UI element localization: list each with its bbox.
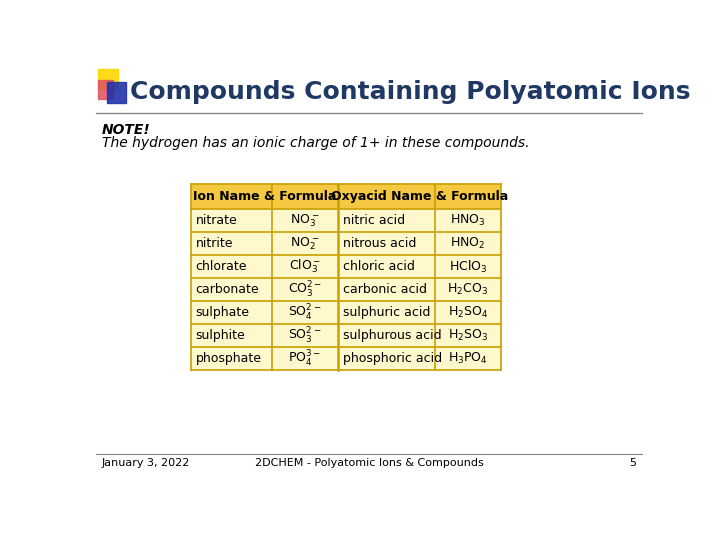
Text: nitrous acid: nitrous acid — [343, 237, 416, 250]
Text: H$_3$PO$_4$: H$_3$PO$_4$ — [448, 352, 487, 367]
Bar — [191, 278, 500, 301]
Bar — [191, 255, 500, 278]
Text: HNO$_2$: HNO$_2$ — [450, 236, 485, 251]
Bar — [191, 209, 500, 232]
Text: chloric acid: chloric acid — [343, 260, 415, 273]
Text: sulphurous acid: sulphurous acid — [343, 329, 441, 342]
Text: chlorate: chlorate — [195, 260, 247, 273]
Bar — [98, 80, 113, 99]
Text: phosphoric acid: phosphoric acid — [343, 353, 442, 366]
Bar — [191, 325, 500, 347]
Text: ClO$_3^-$: ClO$_3^-$ — [289, 258, 321, 275]
Bar — [107, 82, 126, 103]
Text: NO$_2^-$: NO$_2^-$ — [290, 235, 320, 252]
Text: H$_2$SO$_3$: H$_2$SO$_3$ — [448, 328, 488, 343]
Text: nitric acid: nitric acid — [343, 214, 405, 227]
Text: sulphite: sulphite — [195, 329, 245, 342]
Text: HNO$_3$: HNO$_3$ — [450, 213, 485, 228]
Bar — [191, 232, 500, 255]
Text: CO$_3^{2-}$: CO$_3^{2-}$ — [288, 280, 323, 300]
Text: The hydrogen has an ionic charge of 1+ in these compounds.: The hydrogen has an ionic charge of 1+ i… — [102, 136, 529, 150]
Bar — [191, 184, 500, 209]
Text: SO$_3^{2-}$: SO$_3^{2-}$ — [288, 326, 322, 346]
Bar — [98, 69, 118, 89]
Text: Oxyacid Name & Formula: Oxyacid Name & Formula — [330, 190, 508, 203]
Text: carbonic acid: carbonic acid — [343, 283, 427, 296]
Text: Compounds Containing Polyatomic Ions: Compounds Containing Polyatomic Ions — [130, 80, 690, 104]
Text: HClO$_3$: HClO$_3$ — [449, 259, 487, 275]
Text: nitrite: nitrite — [195, 237, 233, 250]
Text: Ion Name & Formula: Ion Name & Formula — [193, 190, 336, 203]
Text: phosphate: phosphate — [195, 353, 261, 366]
Bar — [191, 347, 500, 370]
Text: sulphuric acid: sulphuric acid — [343, 306, 430, 319]
Text: sulphate: sulphate — [195, 306, 249, 319]
Text: 2DCHEM - Polyatomic Ions & Compounds: 2DCHEM - Polyatomic Ions & Compounds — [255, 458, 483, 468]
Text: 5: 5 — [629, 458, 636, 468]
Text: H$_2$SO$_4$: H$_2$SO$_4$ — [448, 305, 488, 320]
Text: PO$_4^{3-}$: PO$_4^{3-}$ — [289, 349, 322, 369]
Text: H$_2$CO$_3$: H$_2$CO$_3$ — [447, 282, 488, 297]
Text: nitrate: nitrate — [195, 214, 237, 227]
Text: carbonate: carbonate — [195, 283, 259, 296]
Text: NO$_3^-$: NO$_3^-$ — [290, 212, 320, 228]
Text: SO$_4^{2-}$: SO$_4^{2-}$ — [288, 303, 322, 323]
Bar — [191, 301, 500, 325]
Text: January 3, 2022: January 3, 2022 — [102, 458, 190, 468]
Text: NOTE!: NOTE! — [102, 123, 150, 137]
